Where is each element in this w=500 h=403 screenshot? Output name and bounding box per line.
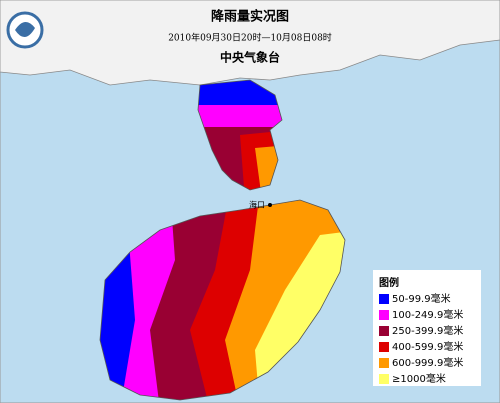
legend-swatch [379, 294, 389, 304]
legend-swatch [379, 310, 389, 320]
title: 降雨量实况图 [211, 9, 289, 25]
legend-label: ≥1000毫米 [392, 372, 446, 385]
leizhou-outline [197, 79, 283, 191]
legend-label: 600-999.9毫米 [392, 356, 463, 369]
legend-label: 400-599.9毫米 [392, 340, 463, 353]
legend-label: 100-249.9毫米 [392, 308, 463, 321]
legend-label: 50-99.9毫米 [392, 292, 451, 305]
city-dot [268, 203, 272, 207]
agency: 中央气象台 [220, 50, 280, 65]
legend-title: 图例 [379, 276, 399, 289]
legend: 图例 50-99.9毫米 100-249.9毫米 250-399.9毫米 400-59… [373, 270, 481, 386]
legend-label: 250-399.9毫米 [392, 324, 463, 337]
legend-swatch [379, 326, 389, 336]
hainan-outline [99, 199, 346, 401]
subtitle: 2010年09月30日20时—10月08日08时 [168, 32, 332, 44]
city-label: 海口 [249, 200, 265, 210]
mainland [0, 0, 500, 86]
legend-swatch [379, 374, 389, 384]
rain-band [198, 105, 282, 127]
legend-swatch [379, 342, 389, 352]
legend-swatch [379, 358, 389, 368]
logo-mark [15, 21, 35, 38]
legend-box [373, 270, 481, 386]
